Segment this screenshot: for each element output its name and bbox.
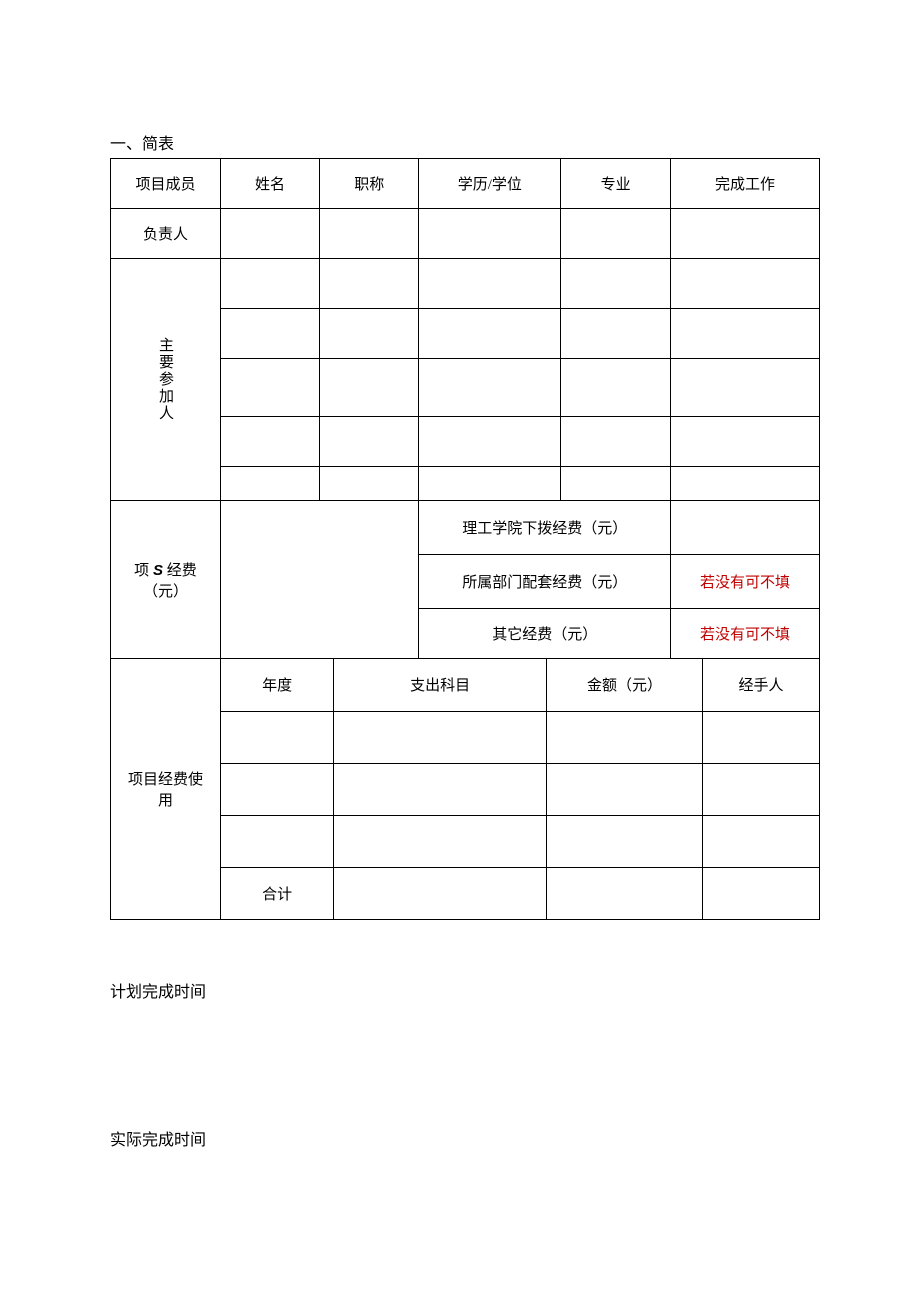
funding-source-3: 其它经费（元） (419, 609, 671, 659)
funding-label-s: S (153, 562, 163, 579)
participant-education (419, 467, 561, 501)
funding-label-unit: （元） (143, 584, 188, 600)
participant-title (320, 259, 419, 309)
participant-major (561, 417, 671, 467)
actual-time-label: 实际完成时间 (110, 1126, 820, 1150)
funding-label-cell: 项 S 经费 （元） (111, 501, 221, 659)
usage-total-handler (702, 867, 819, 919)
usage-total-amount (547, 867, 703, 919)
planned-time-label: 计划完成时间 (110, 978, 820, 1002)
usage-handler (702, 763, 819, 815)
participant-major (561, 359, 671, 417)
usage-amount (547, 815, 703, 867)
participant-education (419, 309, 561, 359)
usage-col-year: 年度 (220, 659, 333, 711)
participants-label-cell: 主要参加人 (111, 259, 221, 501)
usage-total-label: 合计 (220, 867, 333, 919)
usage-handler (702, 711, 819, 763)
section-title: 一、简表 (110, 130, 820, 154)
usage-year (220, 815, 333, 867)
usage-subject (334, 711, 547, 763)
funding-source-1: 理工学院下拨经费（元） (419, 501, 671, 555)
participant-education (419, 359, 561, 417)
participant-work (671, 359, 820, 417)
leader-row: 负责人 (111, 209, 820, 259)
footer-block: 计划完成时间 实际完成时间 (110, 978, 820, 1150)
leader-education (419, 209, 561, 259)
participant-title (320, 467, 419, 501)
participant-major (561, 259, 671, 309)
usage-header-row: 项目经费使用 年度 支出科目 金额（元） 经手人 (111, 659, 820, 711)
usage-year (220, 763, 333, 815)
participant-row: 主要参加人 (111, 259, 820, 309)
participant-title (320, 309, 419, 359)
table-header-row: 项目成员 姓名 职称 学历/学位 专业 完成工作 (111, 159, 820, 209)
usage-total-subject (334, 867, 547, 919)
participant-name (220, 359, 319, 417)
funding-label-prefix: 项 (134, 563, 153, 579)
usage-amount (547, 763, 703, 815)
summary-table: 项目成员 姓名 职称 学历/学位 专业 完成工作 负责人 主要参加人 (110, 158, 820, 659)
funding-label-suffix: 经费 (163, 563, 197, 579)
usage-label: 项目经费使用 (128, 772, 203, 809)
usage-col-handler: 经手人 (702, 659, 819, 711)
usage-handler (702, 815, 819, 867)
participant-work (671, 259, 820, 309)
usage-amount (547, 711, 703, 763)
participant-education (419, 417, 561, 467)
leader-work (671, 209, 820, 259)
document-container: 一、简表 项目成员 姓名 职称 学历/学位 专业 完成工作 负责人 (0, 0, 920, 1150)
funding-value-1 (671, 501, 820, 555)
funding-source-2: 所属部门配套经费（元） (419, 555, 671, 609)
participant-name (220, 467, 319, 501)
leader-label: 负责人 (111, 209, 221, 259)
leader-name (220, 209, 319, 259)
usage-col-amount: 金额（元） (547, 659, 703, 711)
usage-col-subject: 支出科目 (334, 659, 547, 711)
participant-name (220, 309, 319, 359)
leader-title (320, 209, 419, 259)
funding-total-cell (220, 501, 419, 659)
usage-label-cell: 项目经费使用 (111, 659, 221, 919)
participant-education (419, 259, 561, 309)
header-major: 专业 (561, 159, 671, 209)
leader-major (561, 209, 671, 259)
participant-work (671, 467, 820, 501)
participant-major (561, 467, 671, 501)
header-work: 完成工作 (671, 159, 820, 209)
participant-title (320, 417, 419, 467)
header-name: 姓名 (220, 159, 319, 209)
participant-work (671, 309, 820, 359)
participants-label: 主要参加人 (155, 337, 176, 422)
header-education: 学历/学位 (419, 159, 561, 209)
usage-table: 项目经费使用 年度 支出科目 金额（元） 经手人 合计 (110, 659, 820, 920)
usage-subject (334, 815, 547, 867)
usage-year (220, 711, 333, 763)
funding-note-2: 若没有可不填 (671, 555, 820, 609)
participant-name (220, 259, 319, 309)
participant-name (220, 417, 319, 467)
funding-note-3: 若没有可不填 (671, 609, 820, 659)
participant-work (671, 417, 820, 467)
usage-subject (334, 763, 547, 815)
funding-row: 项 S 经费（元） 理工学院下拨经费（元） (111, 501, 820, 555)
header-members: 项目成员 (111, 159, 221, 209)
header-title: 职称 (320, 159, 419, 209)
participant-major (561, 309, 671, 359)
participant-title (320, 359, 419, 417)
